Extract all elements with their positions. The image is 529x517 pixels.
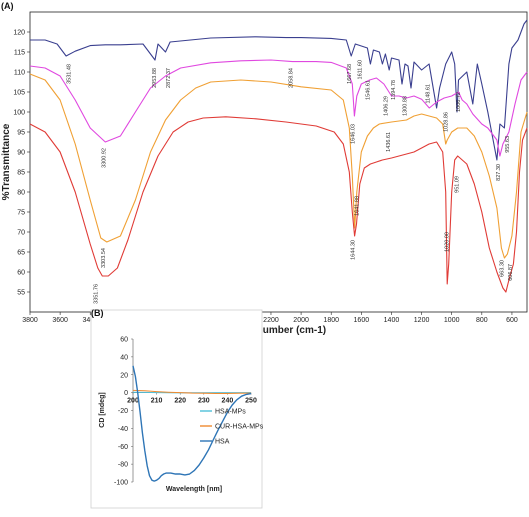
y-tick-label: 80 [17,190,25,197]
x-tick-label: 1800 [323,317,339,324]
y-tick-label: 95 [17,130,25,137]
x-tick-label: 250 [245,398,257,405]
peak-label: 3300.92 [101,148,107,168]
y-tick-label: 120 [13,30,25,37]
y-tick-label: 60 [17,270,25,277]
peak-label: 2953.88 [152,68,158,88]
x-tick-label: 3800 [22,317,38,324]
peak-label: 955.63 [505,136,511,153]
y-tick-label: 85 [17,170,25,177]
cd-series-line-hsa [132,365,252,482]
y-tick-label: 65 [17,250,25,257]
plot-frame [29,11,528,313]
y-tick-label: 70 [17,230,25,237]
x-tick-label: 230 [198,398,210,405]
peak-label: 3351.76 [94,284,100,304]
peak-label: 1394.78 [391,80,397,100]
peak-label: 2872.37 [166,68,172,88]
legend-entry-cur-hsa-mps: CUR-HSA-MPs [215,424,264,431]
peak-label: 1006.72 [456,92,462,112]
y-tick-label: 105 [13,90,25,97]
legend-entry-hsa: HSA [215,439,230,446]
y-tick-label: -60 [118,444,128,451]
peak-label: 1641.88 [354,196,360,216]
ftir-series-line-1 [30,19,528,161]
peak-label: 1546.61 [366,80,372,100]
x-tick-label: 1600 [354,317,370,324]
cd-series-line-cur-hsa-mps [132,389,252,394]
peak-label: 2058.84 [288,68,294,88]
y-tick-label: 20 [120,372,128,379]
y-tick-label: 40 [120,354,128,361]
cd-chart-frame [90,309,263,509]
panel-a-label: (A) [1,1,14,11]
y-axis-title: %Transmittance [1,123,12,200]
panel-b-label: (B) [91,308,104,318]
peak-label: 951.09 [455,176,461,193]
y-tick-label: 110 [14,70,25,77]
y-axis-title: CD [mdeg] [99,392,106,427]
peak-label: 1020.00 [445,232,451,252]
x-tick-label: 220 [174,398,186,405]
ftir-series-line-3 [29,73,528,259]
y-tick-label: 90 [17,150,25,157]
x-axis-title: Wavelength [nm] [166,486,222,493]
y-tick-label: -40 [118,426,128,433]
y-tick-label: -20 [118,408,128,415]
ftir-series-line-4 [29,116,528,293]
peak-label: 1646.03 [350,124,356,144]
x-tick-label: 200 [127,398,139,405]
peak-label: 1644.30 [351,240,357,260]
x-tick-label: 1200 [414,317,430,324]
y-tick-label: 60 [120,337,128,344]
peak-label: 3531.48 [67,64,73,84]
peak-label: 663.30 [500,260,506,277]
x-tick-label: 600 [506,317,518,324]
y-tick-label: 75 [17,210,25,217]
y-tick-label: 55 [17,290,25,297]
peak-label: 3303.54 [101,248,107,268]
legend-entry-hsa-mps: HSA-MPs [215,409,246,416]
peak-label: 1300.88 [403,96,409,116]
x-tick-label: 3600 [52,317,68,324]
y-tick-label: 100 [13,110,25,117]
ftir-panel: 3800360034003200300028002600240022002000… [1,11,528,336]
x-tick-label: 210 [151,398,163,405]
x-axis-title: Wavenumber (cm-1) [231,325,326,336]
x-tick-label: 2000 [293,317,309,324]
peak-label: 1436.61 [386,132,392,152]
y-tick-label: 115 [14,50,25,57]
peak-label: 1611.60 [357,60,363,79]
peak-label: 606.87 [508,264,514,281]
y-tick-label: -80 [118,462,128,469]
peak-label: 1028.86 [444,112,450,132]
x-tick-label: 240 [222,398,234,405]
x-tick-label: 1000 [444,317,460,324]
peak-label: 1667.68 [347,64,353,84]
peak-label: 1406.29 [384,96,390,116]
y-tick-label: -100 [114,480,128,487]
x-tick-label: 3400 [82,317,98,324]
x-tick-label: 800 [476,317,488,324]
peak-label: 827.30 [496,164,502,181]
y-tick-label: 0 [124,390,128,397]
x-tick-label: 2200 [263,317,279,324]
ftir-series-line-2 [29,59,528,157]
peak-label: 1148.61 [425,84,431,103]
x-tick-label: 1400 [384,317,400,324]
